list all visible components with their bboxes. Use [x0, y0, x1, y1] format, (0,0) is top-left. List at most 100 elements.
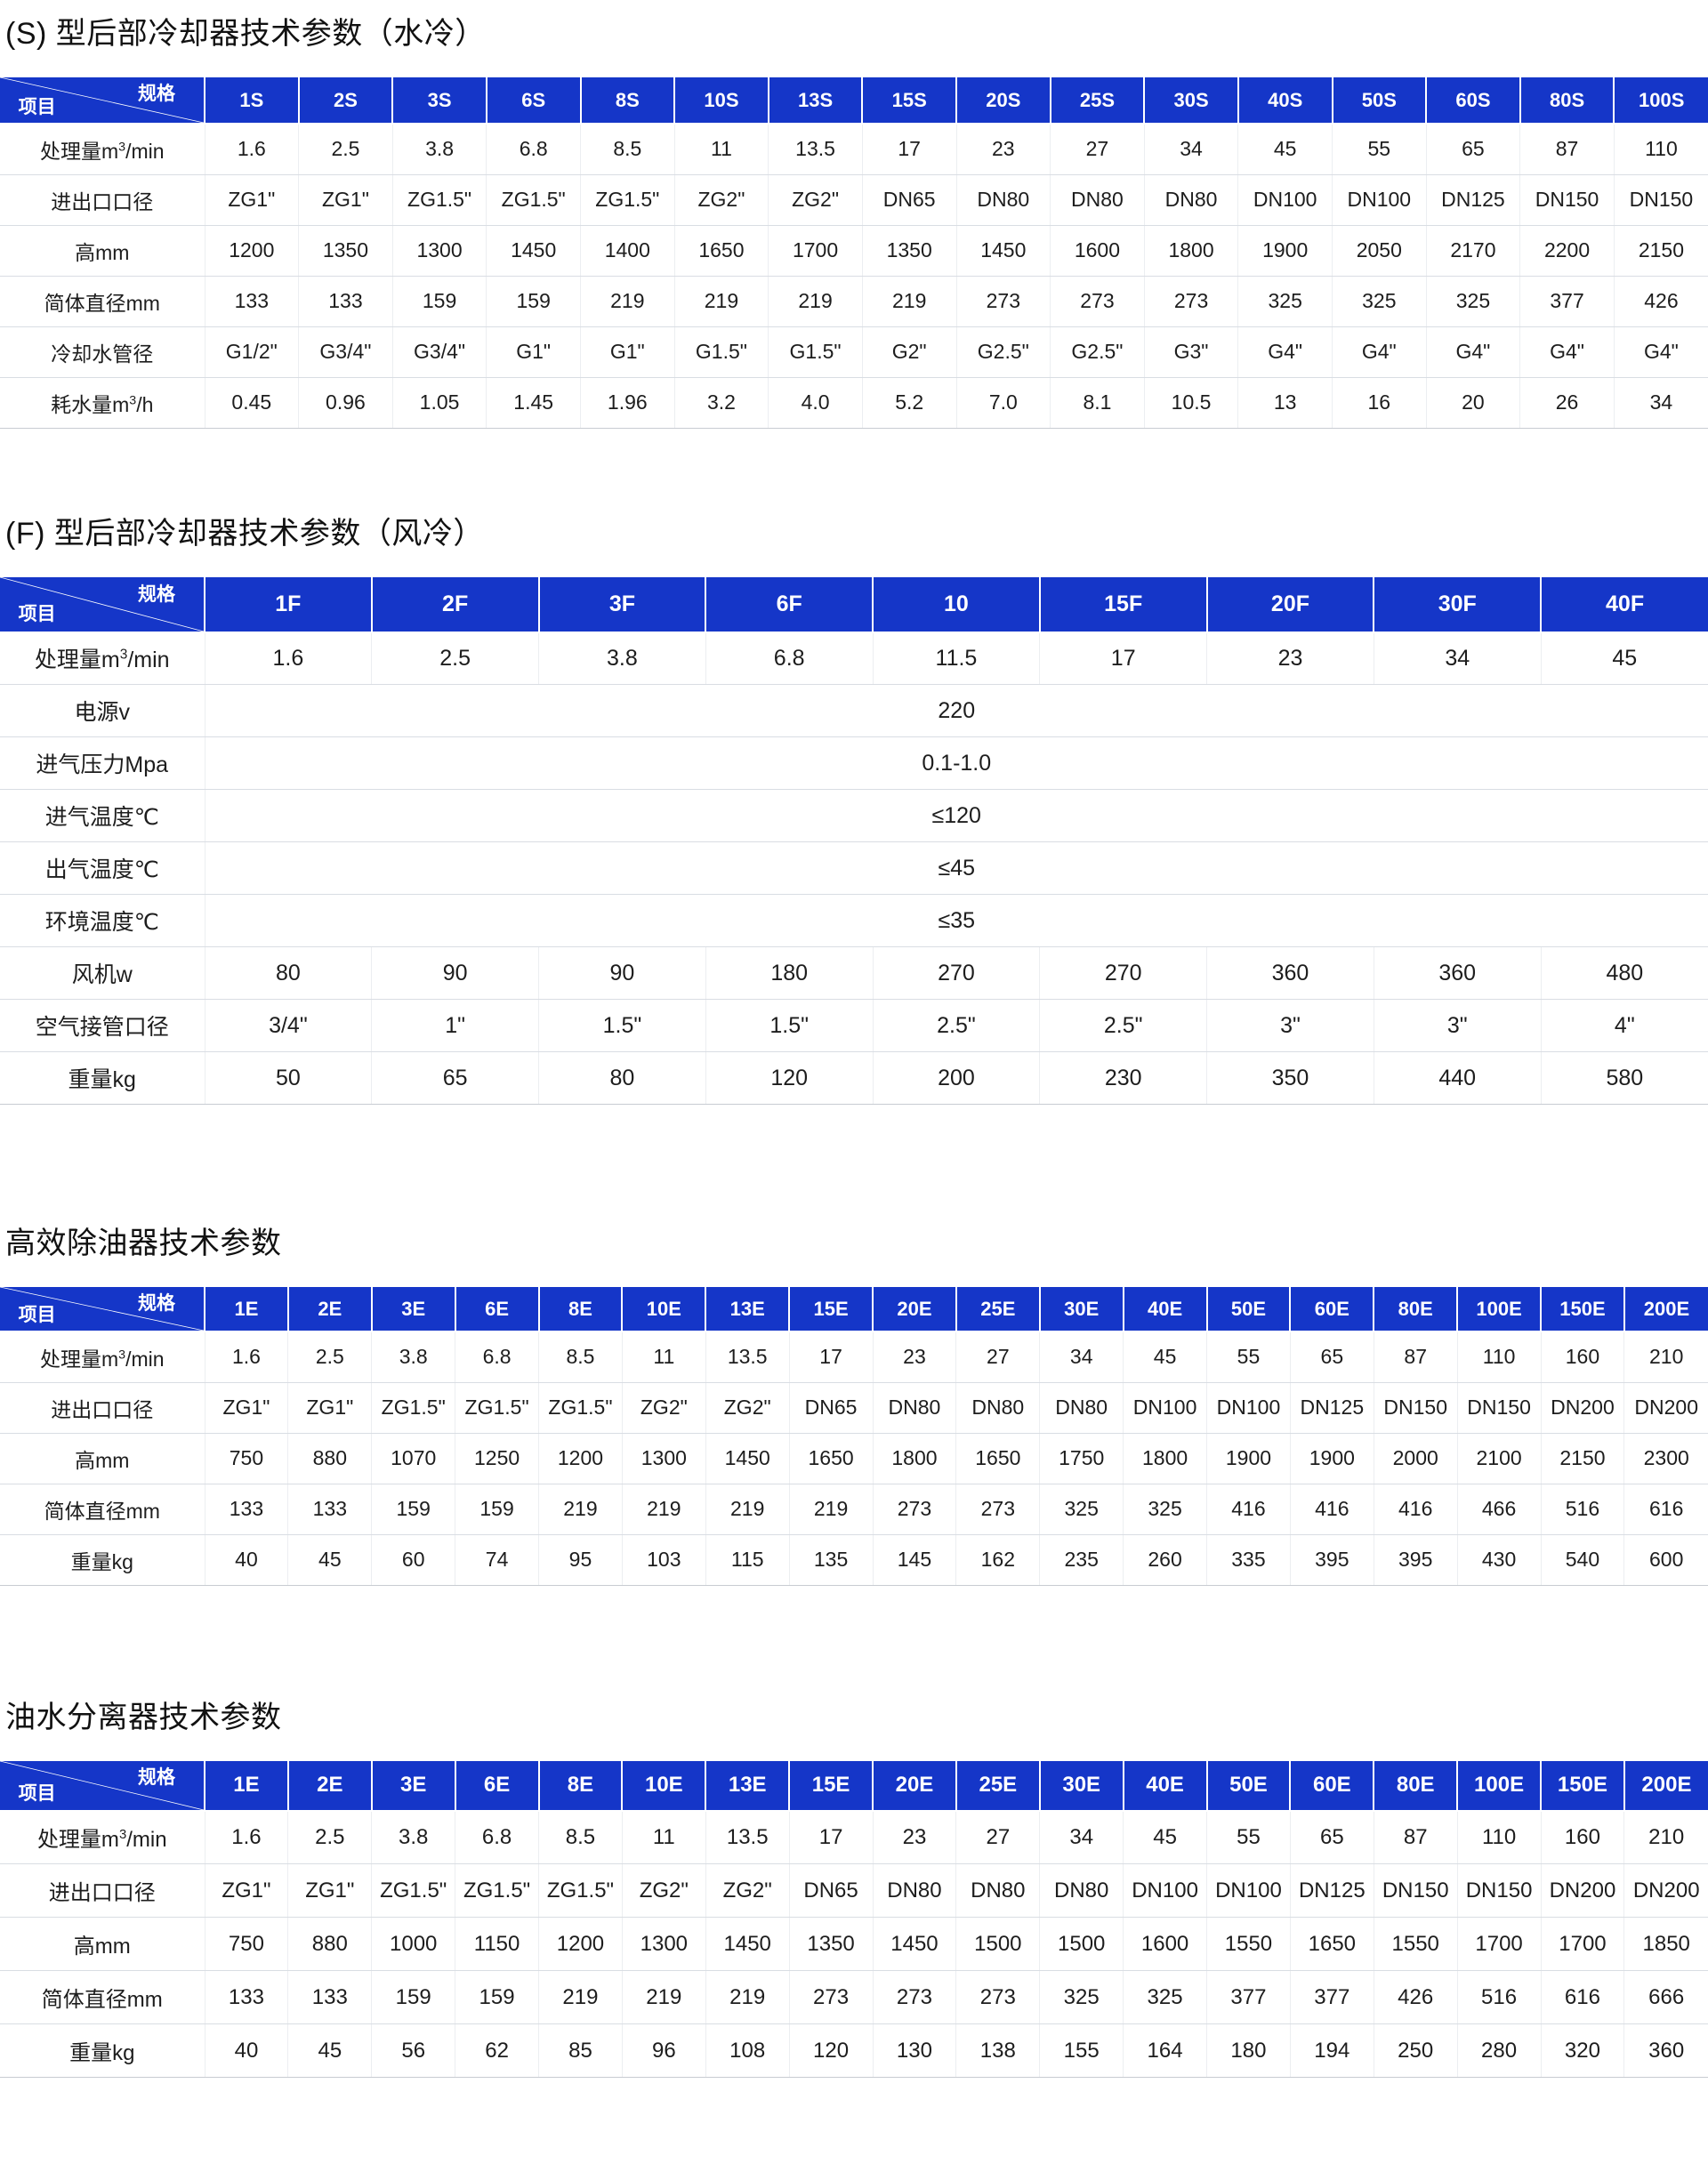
- data-cell: DN80: [873, 1382, 957, 1434]
- column-header-30s: 30S: [1144, 77, 1239, 125]
- data-cell: 133: [287, 1484, 373, 1535]
- data-cell: 27: [955, 1810, 1041, 1864]
- data-cell: 159: [455, 1970, 540, 2024]
- row-label: 处理量m3/min: [0, 1331, 205, 1383]
- technical-specifications-page: (S) 型后部冷却器技术参数（水冷） 规格 项目 1S 2S 3S 6S 8S 10S 13S 15…: [0, 0, 1708, 2078]
- data-cell: 516: [1457, 1970, 1542, 2024]
- data-cell: 616: [1623, 1484, 1708, 1535]
- row-label-base: 处理量m: [39, 139, 119, 163]
- data-cell: ZG1.5": [486, 174, 581, 226]
- data-cell: 80: [205, 946, 373, 1000]
- header-spec-label: 规格: [137, 584, 175, 606]
- data-cell: 27: [1050, 124, 1145, 175]
- data-cell: 219: [538, 1484, 623, 1535]
- data-cell: 377: [1206, 1970, 1291, 2024]
- data-cell: 600: [1623, 1534, 1708, 1586]
- data-cell: 219: [789, 1484, 874, 1535]
- data-cell: 1.5": [705, 999, 874, 1052]
- section-spacer: [0, 1105, 1708, 1219]
- row-label: 进气温度℃: [0, 789, 205, 842]
- data-cell: DN80: [1039, 1382, 1124, 1434]
- section-title: 高效除油器技术参数: [5, 1227, 282, 1260]
- table-row: 空气接管口径 3/4" 1" 1.5" 1.5" 2.5" 2.5" 3" 3" 4": [0, 999, 1708, 1052]
- header-corner-cell: 规格 项目: [0, 77, 205, 125]
- data-cell: 95: [538, 1534, 623, 1586]
- data-cell: DN65: [789, 1382, 874, 1434]
- data-cell: 2.5": [873, 999, 1041, 1052]
- data-cell: 74: [455, 1534, 540, 1586]
- data-cell: 1450: [486, 225, 581, 277]
- data-cell: 440: [1374, 1051, 1542, 1105]
- column-header-50e: 50E: [1206, 1760, 1292, 1812]
- data-cell: 17: [1039, 632, 1208, 685]
- row-label-superscript: 3: [118, 1828, 127, 1843]
- column-header-2f: 2F: [371, 576, 540, 633]
- data-cell: 416: [1206, 1484, 1291, 1535]
- spec-table-aftercooler-water: 规格 项目 1S 2S 3S 6S 8S 10S 13S 15S 20S 25S 30S 40S 50S 60…: [0, 77, 1708, 429]
- column-header-60s: 60S: [1426, 77, 1521, 125]
- row-label: 简体直径mm: [0, 276, 205, 327]
- row-label: 高mm: [0, 225, 205, 277]
- data-cell: 750: [205, 1917, 289, 1971]
- column-header-3e: 3E: [371, 1760, 456, 1812]
- data-cell: 1400: [580, 225, 675, 277]
- data-cell: ZG2": [622, 1382, 706, 1434]
- data-cell: 2.5": [1039, 999, 1208, 1052]
- data-cell: 0.45: [205, 377, 300, 429]
- data-cell: G1": [486, 326, 581, 378]
- data-cell: DN150: [1374, 1863, 1458, 1918]
- data-cell: 395: [1290, 1534, 1374, 1586]
- column-header-2s: 2S: [298, 77, 394, 125]
- data-cell: G3": [1144, 326, 1239, 378]
- data-cell: DN80: [1039, 1863, 1124, 1918]
- column-header-30e: 30E: [1039, 1287, 1124, 1332]
- data-cell: 219: [580, 276, 675, 327]
- column-header-15e: 15E: [789, 1760, 874, 1812]
- data-cell: 750: [205, 1433, 289, 1484]
- data-cell: ZG1": [205, 1863, 289, 1918]
- data-cell: 1550: [1374, 1917, 1458, 1971]
- column-header-3f: 3F: [538, 576, 707, 633]
- merged-value-cell: ≤120: [205, 789, 1708, 842]
- data-cell: G1.5": [768, 326, 863, 378]
- data-cell: 273: [1144, 276, 1239, 327]
- section-aftercooler-air: (F) 型后部冷却器技术参数（风冷） 规格 项目 1F 2F 3F 6F 10 15F 20F 30…: [0, 509, 1708, 1105]
- data-cell: 280: [1457, 2023, 1542, 2078]
- row-label: 进出口口径: [0, 1863, 205, 1918]
- data-cell: 13.5: [705, 1331, 790, 1383]
- header-spec-label: 规格: [137, 84, 175, 105]
- data-cell: 65: [1290, 1331, 1374, 1383]
- table-row: 重量kg 40 45 56 62 85 96 108 120 130 138 155 164 180 194…: [0, 2023, 1708, 2078]
- data-cell: 34: [1039, 1810, 1124, 1864]
- data-cell: 65: [371, 1051, 540, 1105]
- data-cell: DN80: [1050, 174, 1145, 226]
- column-header-13e: 13E: [705, 1287, 791, 1332]
- column-header-40e: 40E: [1123, 1287, 1208, 1332]
- data-cell: 2.5: [287, 1331, 373, 1383]
- data-cell: 60: [371, 1534, 456, 1586]
- row-label-superscript: 3: [129, 392, 137, 407]
- data-cell: 159: [455, 1484, 540, 1535]
- data-cell: 2000: [1374, 1433, 1458, 1484]
- header-spec-label: 规格: [137, 1767, 175, 1789]
- data-cell: 1900: [1206, 1433, 1291, 1484]
- data-cell: DN125: [1290, 1863, 1374, 1918]
- data-cell: 55: [1332, 124, 1427, 175]
- data-cell: 1600: [1050, 225, 1145, 277]
- data-cell: 2150: [1541, 1433, 1625, 1484]
- top-spacer: [0, 0, 1708, 9]
- data-cell: 17: [862, 124, 957, 175]
- data-cell: 133: [298, 276, 393, 327]
- data-cell: 1250: [455, 1433, 540, 1484]
- data-cell: ZG1": [287, 1863, 373, 1918]
- data-cell: 219: [622, 1970, 706, 2024]
- header-item-label: 项目: [18, 1305, 56, 1326]
- data-cell: 1150: [455, 1917, 540, 1971]
- column-header-80e: 80E: [1374, 1287, 1459, 1332]
- header-corner-cell: 规格 项目: [0, 576, 205, 633]
- data-cell: ZG1.5": [455, 1863, 540, 1918]
- data-cell: 880: [287, 1917, 373, 1971]
- column-header-50s: 50S: [1332, 77, 1428, 125]
- column-header-10s: 10S: [674, 77, 769, 125]
- row-label: 耗水量m3/h: [0, 377, 205, 429]
